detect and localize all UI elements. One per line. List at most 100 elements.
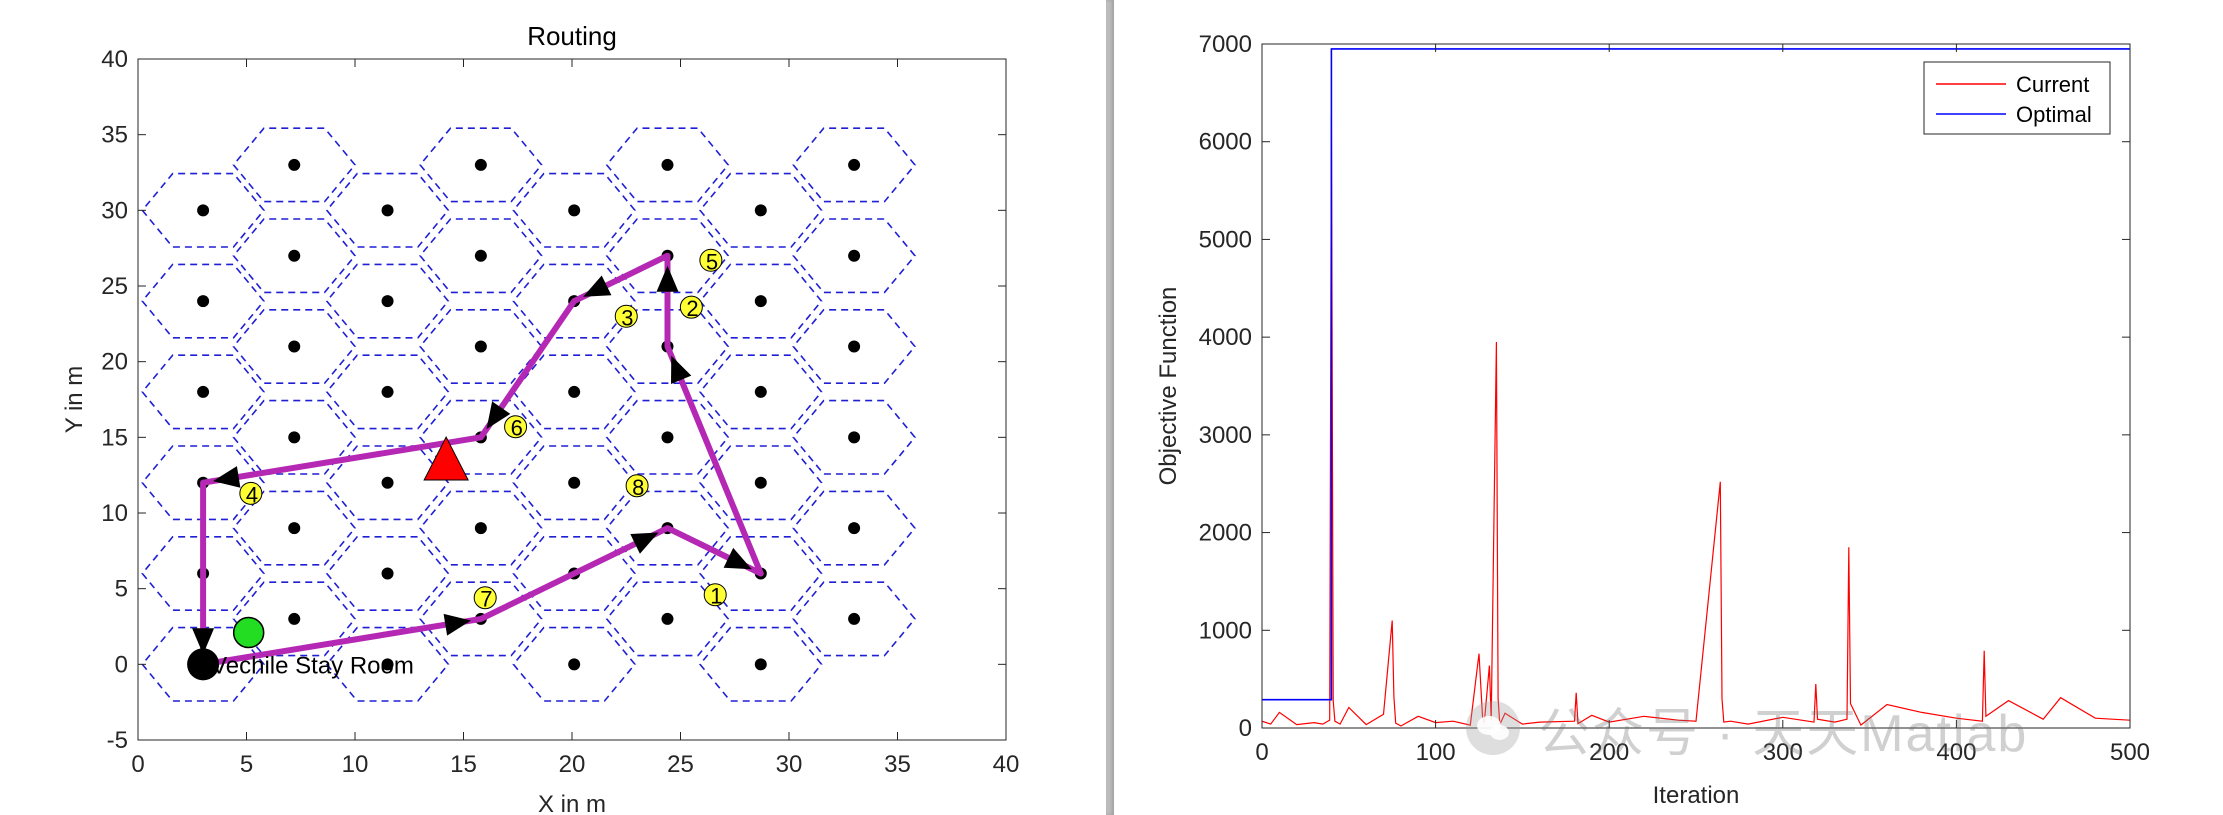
- legend-box: [1923, 61, 2111, 135]
- target-label: 7: [480, 587, 492, 612]
- legend-optimal-label: Optimal: [2016, 102, 2092, 127]
- target-marker: [625, 474, 649, 498]
- cell-center-dot: [754, 658, 767, 671]
- hexagon-cell: [419, 218, 543, 294]
- x-tick-label: 0: [1255, 739, 1268, 766]
- y-tick-label: 2000: [1199, 520, 1252, 547]
- y-tick-label: 0: [1239, 715, 1252, 742]
- hexagon-cell: [605, 399, 730, 475]
- y-tick-label: -5: [107, 727, 128, 754]
- legend: Current Optimal: [1923, 61, 2111, 135]
- x-tick-label: 0: [131, 751, 144, 778]
- target-marker: [703, 583, 727, 607]
- x-tick-label: 500: [2110, 739, 2150, 766]
- cell-center-dot: [474, 158, 487, 171]
- y-tick-label: 40: [101, 46, 128, 73]
- y-tick-label: 10: [101, 500, 128, 527]
- hexagon-cell: [605, 218, 730, 294]
- hexagon-cell: [605, 490, 730, 566]
- hexagon-cell: [325, 172, 450, 248]
- route-arrow: [213, 466, 241, 488]
- target-marker: [699, 248, 723, 272]
- cell-center-dot: [474, 522, 487, 535]
- convergence-chart: 0 100 200 300 400 500010002000300040005000600…: [1155, 31, 2150, 809]
- cell-center-dot: [288, 522, 301, 535]
- cell-center-dot: [474, 340, 487, 353]
- target-marker: [239, 481, 263, 505]
- cell-center-dot: [754, 385, 767, 398]
- route-arrow: [723, 547, 752, 570]
- cell-center-dot: [381, 295, 394, 308]
- x-tick-label: 35: [884, 751, 911, 778]
- x-tick-label: 400: [1936, 739, 1976, 766]
- cell-center-dot: [568, 385, 581, 398]
- route-arrow: [443, 613, 471, 636]
- y-tick-label: 35: [101, 122, 128, 149]
- hexagon-cell: [698, 535, 823, 612]
- hexagon-cell: [792, 490, 916, 566]
- cell-center-dot: [754, 476, 767, 489]
- hexagon-cell: [232, 218, 357, 294]
- y-tick-label: 7000: [1199, 31, 1252, 58]
- cell-center-dot: [848, 158, 861, 171]
- route-path: [200, 252, 764, 668]
- start-marker: [232, 616, 265, 649]
- hexagon-cell: [512, 445, 636, 521]
- hexagon-cell: [232, 581, 357, 657]
- cell-center-dot: [288, 249, 301, 262]
- hexagon-cell: [605, 581, 730, 657]
- series-current-line: [1262, 117, 2130, 727]
- hexagon-cell: [325, 354, 450, 430]
- hexagon-cell: [232, 399, 357, 475]
- hexagon-cell: [325, 445, 450, 521]
- x-tick-label: 20: [559, 751, 586, 778]
- route-arrow: [671, 355, 692, 384]
- hexagon-cell: [419, 581, 543, 657]
- hexagon-cell: [512, 172, 636, 248]
- route-arrow: [630, 532, 659, 554]
- series-optimal-line: [1262, 48, 2130, 701]
- cell-center-dot: [288, 612, 301, 625]
- cell-center-dot: [288, 340, 301, 353]
- hexagon-cell: [419, 399, 543, 475]
- x-tick-label: 300: [1763, 739, 1803, 766]
- target-label: 8: [632, 475, 644, 500]
- hexagon-cell: [512, 626, 636, 702]
- cell-center-dot: [197, 385, 210, 398]
- route-arrow: [656, 265, 679, 292]
- target-label: 2: [686, 296, 698, 321]
- hexagon-cell: [698, 172, 823, 248]
- route-arrow: [192, 628, 215, 655]
- hexagon-cell: [792, 127, 916, 203]
- convergence-figure: 0 100 200 300 400 500 0 1000 2000 3000 4000 5000 600…: [1114, 0, 2223, 815]
- cell-center-dot: [848, 522, 861, 535]
- route-arrow: [583, 275, 612, 297]
- hexagon-cell: [605, 127, 730, 203]
- hexagon-cell: [419, 308, 543, 385]
- hexagon-cell: [698, 354, 823, 430]
- hexagon-cell: [512, 263, 636, 339]
- target-label: 6: [511, 416, 523, 441]
- cell-center-dot: [568, 204, 581, 217]
- hexagon-cell: [698, 445, 823, 521]
- y-tick-label: 30: [101, 197, 128, 224]
- cell-center-dot: [754, 204, 767, 217]
- hexagon-cell: [698, 626, 823, 702]
- y-axis-label: Objective Function: [1155, 287, 1182, 486]
- cell-center-dot: [381, 567, 394, 580]
- hexagon-cell: [325, 535, 450, 612]
- cell-center-dot: [381, 385, 394, 398]
- target-label: 1: [710, 584, 722, 609]
- home-marker: [187, 648, 220, 681]
- y-tick-label: 0: [115, 651, 128, 678]
- x-tick-label: 5: [240, 751, 253, 778]
- hexagon-cell: [792, 218, 916, 294]
- target-marker: [614, 304, 638, 328]
- target-label: 4: [246, 482, 258, 507]
- hexagon-cell: [141, 354, 265, 430]
- hexagon-cell: [141, 535, 265, 612]
- hexagon-cell: [141, 263, 265, 339]
- x-tick-label: 25: [667, 751, 694, 778]
- cell-center-dot: [197, 295, 210, 308]
